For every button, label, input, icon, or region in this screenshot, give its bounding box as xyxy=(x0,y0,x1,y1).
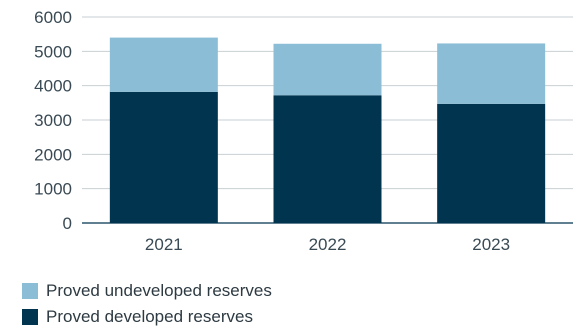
y-tick-label-5000: 5000 xyxy=(34,42,72,61)
y-tick-label-4000: 4000 xyxy=(34,77,72,96)
y-tick-label-3000: 3000 xyxy=(34,111,72,130)
y-tick-label-6000: 6000 xyxy=(34,8,72,27)
y-tick-label-0: 0 xyxy=(63,214,72,233)
legend-item-developed: Proved developed reserves xyxy=(22,304,272,330)
legend-swatch-undeveloped xyxy=(22,283,38,299)
y-tick-label-2000: 2000 xyxy=(34,145,72,164)
bar-2023-developed xyxy=(437,103,546,223)
legend-label-undeveloped: Proved undeveloped reserves xyxy=(46,281,272,300)
bar-2022-undeveloped xyxy=(273,43,382,96)
legend-item-undeveloped: Proved undeveloped reserves xyxy=(22,278,272,304)
x-tick-label-2021: 2021 xyxy=(145,235,183,254)
x-tick-label-2022: 2022 xyxy=(309,235,347,254)
legend-swatch-developed xyxy=(22,309,38,325)
y-tick-label-1000: 1000 xyxy=(34,180,72,199)
bar-2022-developed xyxy=(273,95,382,223)
x-tick-label-2023: 2023 xyxy=(472,235,510,254)
bar-2021-developed xyxy=(109,91,218,223)
legend-label-developed: Proved developed reserves xyxy=(46,307,253,326)
legend: Proved undeveloped reserves Proved devel… xyxy=(22,278,272,330)
bar-2021-undeveloped xyxy=(109,37,218,92)
stacked-bar-chart: 0 1000 2000 3000 4000 5000 6000 2021 2022 2023 xyxy=(34,8,573,254)
bar-2023-undeveloped xyxy=(437,43,546,104)
